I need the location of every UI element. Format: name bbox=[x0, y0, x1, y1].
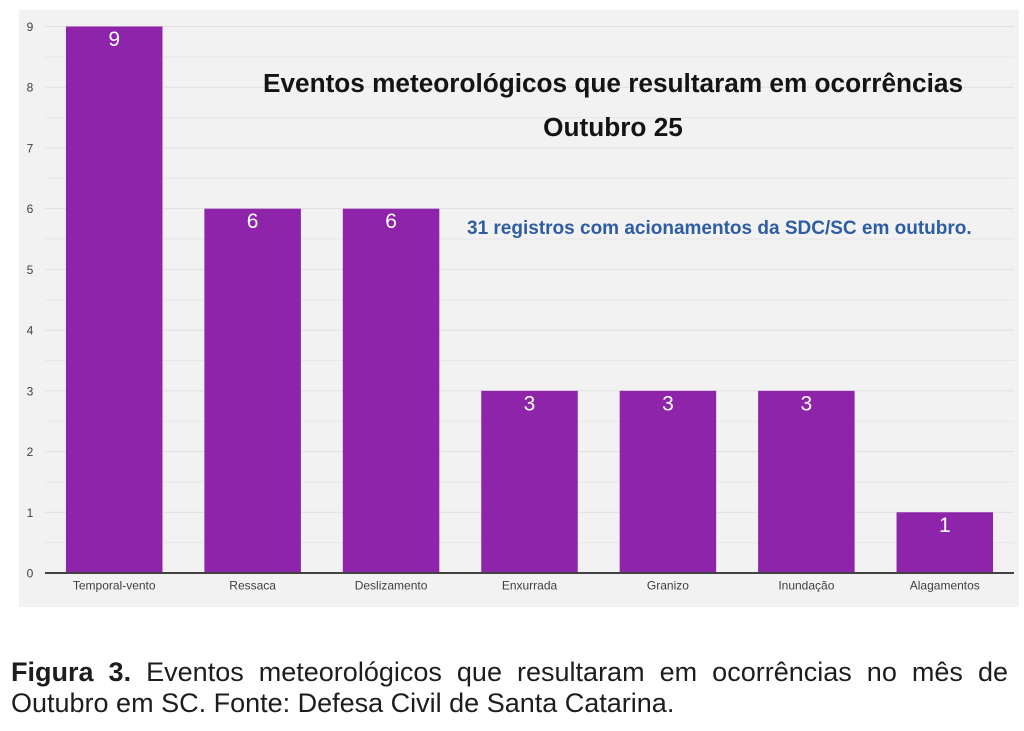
svg-text:Enxurrada: Enxurrada bbox=[502, 579, 558, 593]
svg-text:1: 1 bbox=[939, 514, 951, 537]
svg-text:0: 0 bbox=[27, 567, 34, 581]
svg-text:5: 5 bbox=[27, 263, 34, 277]
svg-text:3: 3 bbox=[801, 392, 813, 415]
svg-text:Granizo: Granizo bbox=[647, 579, 689, 593]
svg-text:6: 6 bbox=[247, 210, 259, 233]
svg-text:6: 6 bbox=[27, 202, 34, 216]
svg-text:Inundação: Inundação bbox=[778, 579, 834, 593]
svg-text:6: 6 bbox=[385, 210, 397, 233]
svg-text:Eventos meteorológicos que res: Eventos meteorológicos que resultaram em… bbox=[263, 68, 963, 98]
svg-text:Alagamentos: Alagamentos bbox=[910, 579, 980, 593]
svg-text:9: 9 bbox=[27, 20, 34, 34]
svg-text:Deslizamento: Deslizamento bbox=[355, 579, 428, 593]
svg-text:Temporal-vento: Temporal-vento bbox=[73, 579, 156, 593]
svg-text:9: 9 bbox=[108, 28, 120, 51]
svg-text:7: 7 bbox=[27, 141, 34, 155]
svg-text:1: 1 bbox=[27, 506, 34, 520]
svg-text:3: 3 bbox=[524, 392, 536, 415]
svg-text:2: 2 bbox=[27, 445, 34, 459]
svg-text:3: 3 bbox=[662, 392, 674, 415]
svg-text:Outubro 25: Outubro 25 bbox=[543, 112, 683, 142]
svg-text:3: 3 bbox=[27, 384, 34, 398]
svg-text:4: 4 bbox=[27, 324, 34, 338]
svg-text:8: 8 bbox=[27, 81, 34, 95]
svg-text:Ressaca: Ressaca bbox=[229, 579, 276, 593]
svg-text:31 registros com acionamentos: 31 registros com acionamentos da SDC/SC … bbox=[467, 218, 972, 239]
